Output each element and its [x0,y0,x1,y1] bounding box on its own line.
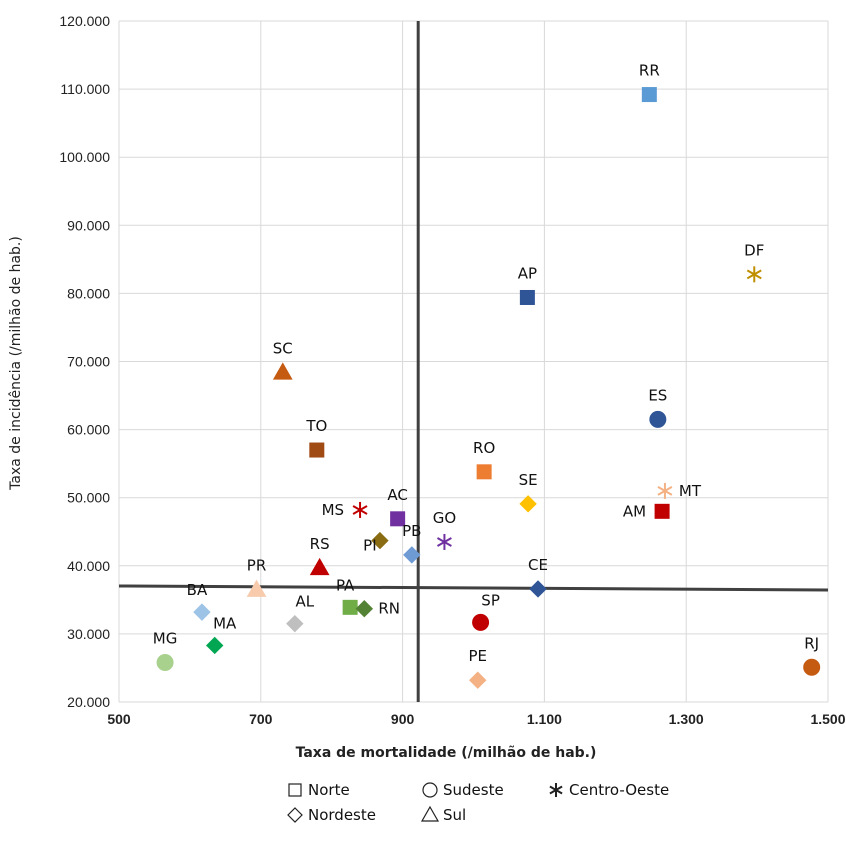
reference-lines [118,21,829,702]
legend-item-centro-oeste: Centro-Oeste [549,781,669,799]
point-label-pi: PI [363,537,376,555]
x-axis-title: Taxa de mortalidade (/milhão de hab.) [296,745,597,761]
legend-marker-diamond [287,807,303,823]
data-point-sp [472,613,490,631]
point-label-se: SE [519,471,538,489]
y-tick-label: 110.000 [60,81,110,97]
legend-item-norte: Norte [288,781,350,799]
legend-label: Sudeste [443,781,504,799]
point-label-ba: BA [187,581,208,599]
data-point-ce [529,580,547,598]
point-label-pr: PR [247,557,266,575]
x-tick-label: 1.300 [669,711,704,727]
y-tick-label: 70.000 [67,354,110,370]
point-labels: RR AP TO RO AC AM PA ES SP MG RJ DF MT MS GO SE PI PB CE BA… [153,62,819,666]
data-point-al [286,614,304,633]
legend: Norte Sudeste Centro-Oeste Nordeste Sul [287,781,669,824]
point-label-pa: PA [336,576,355,594]
point-label-sc: SC [273,339,293,357]
y-tick-label: 40.000 [67,558,110,574]
data-point-df [746,266,762,283]
data-point-mg [156,654,174,672]
legend-marker-triangle [420,805,440,822]
legend-marker-asterisk [549,783,563,797]
horizontal-reference-line [118,584,829,592]
data-point-rn [355,599,374,618]
data-point-pb [403,546,421,564]
data-point-pr [246,579,267,597]
y-axis-title: Taxa de incidência (/milhão de hab.) [8,236,24,491]
point-label-rn: RN [378,600,400,618]
legend-label: Norte [308,781,350,799]
data-point-ro [476,464,492,480]
data-point-ma [206,636,224,655]
point-label-to: TO [305,417,327,435]
point-label-sp: SP [481,591,500,609]
data-point-rr [641,87,657,103]
point-label-ma: MA [213,614,237,632]
legend-item-sudeste: Sudeste [422,781,504,799]
data-point-to [309,442,325,458]
y-tick-label: 50.000 [67,490,110,506]
point-label-go: GO [433,509,456,527]
x-tick-label: 1.100 [527,711,562,727]
data-point-es [649,410,667,428]
point-label-es: ES [648,386,667,404]
point-label-rr: RR [639,62,660,80]
point-label-ms: MS [322,501,344,519]
data-point-rs [309,557,330,576]
y-tick-label: 30.000 [67,626,110,642]
point-label-ac: AC [387,486,407,504]
point-label-pe: PE [468,647,487,665]
legend-label: Centro-Oeste [569,781,669,799]
y-tick-label: 120.000 [59,13,110,29]
point-label-df: DF [744,241,764,259]
legend-marker-circle [422,782,438,798]
data-point-sc [272,362,293,380]
point-label-am: AM [623,502,646,520]
data-point-ba [193,603,211,621]
legend-label: Nordeste [308,806,376,824]
y-tick-label: 90.000 [67,217,110,233]
data-point-rj [803,658,821,676]
data-points [156,87,821,689]
tick-labels: 20.000 30.000 40.000 50.000 60.000 70.000 80.0… [59,13,845,727]
point-label-mt: MT [679,482,702,500]
point-label-ap: AP [518,264,537,282]
y-tick-label: 60.000 [67,422,110,438]
legend-item-nordeste: Nordeste [287,806,376,824]
legend-label: Sul [443,806,466,824]
point-label-ro: RO [473,439,495,457]
x-tick-label: 700 [249,711,273,727]
y-tick-label: 80.000 [67,285,110,301]
y-tick-label: 100.000 [59,149,110,165]
data-point-mt [657,482,673,499]
x-tick-label: 1.500 [810,711,845,727]
point-label-rs: RS [310,535,330,553]
data-point-go [436,533,452,550]
data-point-ms [352,501,368,518]
data-point-pi [371,531,389,550]
data-point-am [654,503,670,519]
data-point-pe [469,671,487,689]
point-label-mg: MG [153,630,178,648]
point-label-rj: RJ [804,634,819,652]
x-tick-label: 500 [107,711,131,727]
legend-marker-square [288,783,302,797]
data-point-se [519,495,537,513]
point-label-ce: CE [528,556,548,574]
point-label-pb: PB [402,522,421,540]
data-point-pa [342,599,358,615]
y-tick-label: 20.000 [67,694,110,710]
data-point-ac [390,511,406,527]
grid [118,20,829,703]
data-point-ap [519,289,535,305]
legend-item-sul: Sul [420,805,466,824]
x-tick-label: 900 [391,711,415,727]
point-label-al: AL [296,593,315,611]
